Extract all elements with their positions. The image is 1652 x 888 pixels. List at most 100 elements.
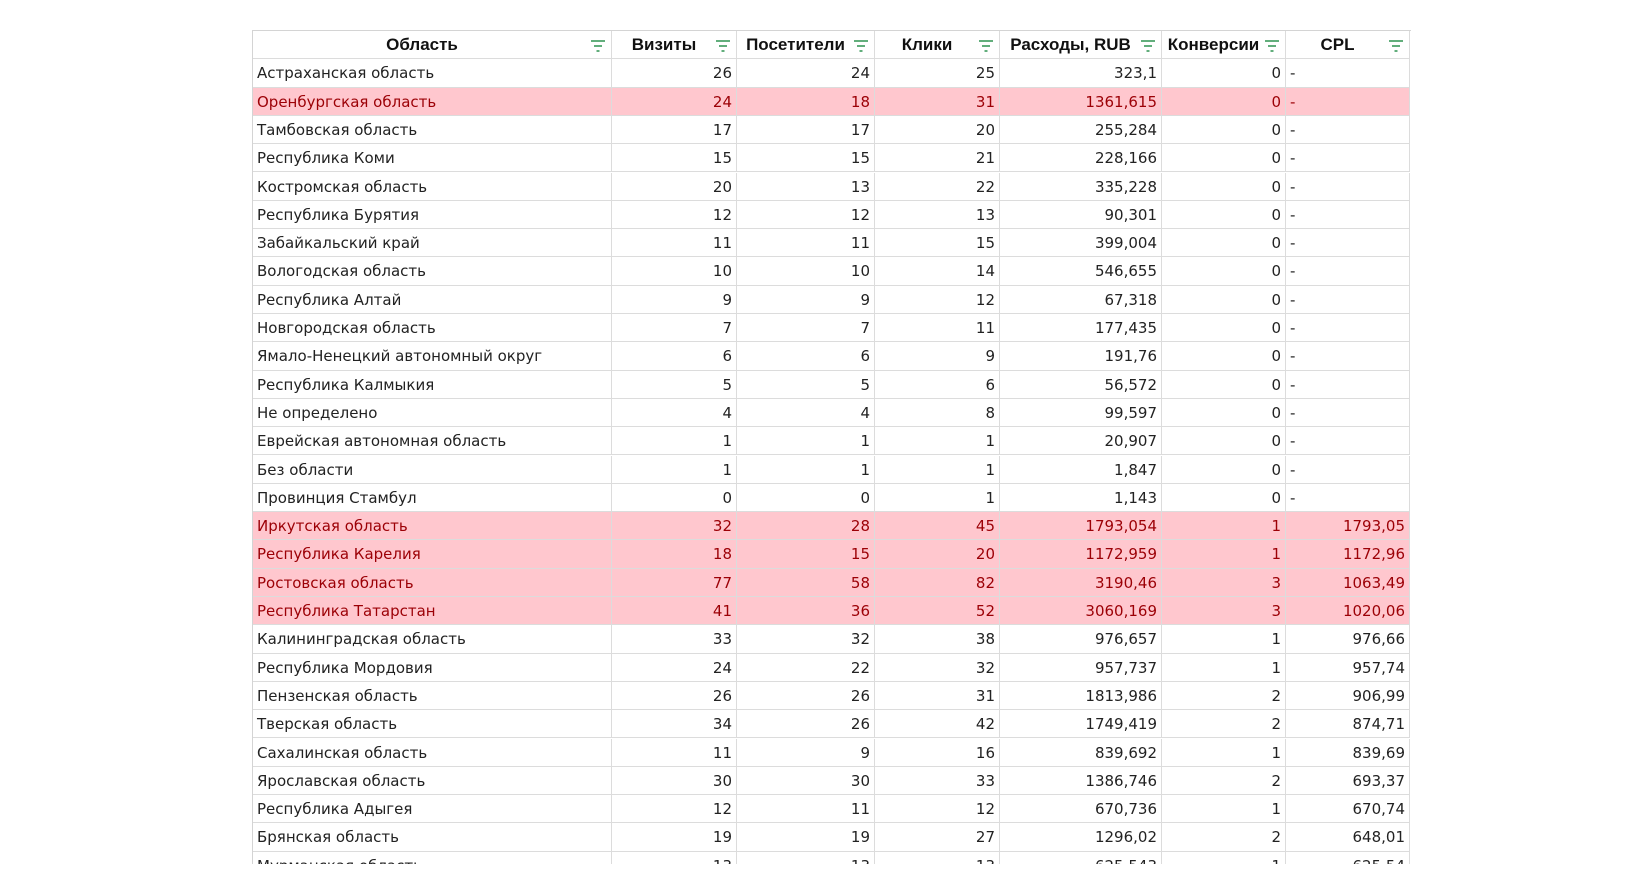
cell-text: Брянская область [257,828,399,847]
value-cell: - [1286,398,1410,428]
cell-text: 11 [850,800,870,819]
cell-text: 0 [1271,205,1281,224]
value-cell: 13 [875,200,1000,230]
cell-text: 13 [713,857,732,864]
value-cell: 399,004 [1000,229,1162,258]
value-cell: 27 [875,823,1000,852]
value-cell: 15 [737,540,875,569]
value-cell: - [1286,455,1410,484]
region-cell: Республика Адыгея [253,795,612,824]
value-cell: 0 [1162,370,1286,399]
column-header[interactable]: Посетители [737,31,875,60]
filter-icon[interactable] [854,40,868,52]
cell-text: 9 [860,290,870,309]
cell-text: - [1290,432,1296,451]
value-cell: 1 [1162,795,1286,824]
cell-text: 1172,96 [1342,545,1405,564]
cell-text: Республика Карелия [257,545,421,564]
cell-text: Тверская область [257,715,398,734]
value-cell: 31 [875,681,1000,711]
filter-icon[interactable] [591,40,605,52]
cell-text: Республика Адыгея [257,800,413,819]
column-header[interactable]: Клики [875,31,1000,60]
value-cell: 12 [737,200,875,230]
value-cell: 1063,49 [1286,568,1410,597]
cell-text: 42 [975,715,995,734]
column-header[interactable]: Область [253,31,612,60]
filter-icon[interactable] [716,40,730,52]
value-cell: 58 [737,568,875,597]
value-cell: 1,143 [1000,483,1162,513]
region-cell: Вологодская область [253,257,612,286]
value-cell: 1 [1162,738,1286,767]
cell-text: 1749,419 [1085,715,1157,734]
cell-text: 20 [712,177,732,196]
value-cell: 4 [737,398,875,428]
filter-icon[interactable] [1265,40,1279,52]
cell-text: Оренбургская область [257,92,437,111]
value-cell: 30 [737,766,875,796]
value-cell: 25 [875,59,1000,88]
value-cell: 26 [737,710,875,739]
value-cell: 228,166 [1000,144,1162,173]
cell-text: 0 [1271,403,1281,422]
value-cell: 3190,46 [1000,568,1162,597]
value-cell: 24 [612,87,737,116]
cell-text: 90,301 [1104,205,1158,224]
column-header[interactable]: Расходы, RUB [1000,31,1162,60]
value-cell: 0 [1162,314,1286,343]
cell-text: 3 [1271,602,1281,620]
cell-text: 52 [975,602,995,620]
spreadsheet-table: Область Визиты Посетители Клики Расходы, RUB… [252,30,1411,864]
cell-text: 1 [722,432,732,451]
region-cell: Забайкальский край [253,229,612,258]
cell-text: 0 [1271,375,1281,394]
cell-text: Ростовская область [257,573,414,592]
column-header[interactable]: CPL [1286,31,1410,60]
cell-text: 13 [851,857,870,864]
value-cell: 52 [875,597,1000,626]
value-cell: 18 [737,87,875,116]
value-cell: 957,737 [1000,653,1162,682]
cell-text: 15 [975,234,995,253]
value-cell: 3 [1162,568,1286,597]
value-cell: 648,01 [1286,823,1410,852]
value-cell: 11 [875,314,1000,343]
cell-text: 9 [860,743,870,762]
cell-text: 0 [1271,92,1281,111]
value-cell: 15 [612,144,737,173]
value-cell: 26 [737,681,875,711]
value-cell: 10 [612,257,737,286]
value-cell: 5 [612,370,737,399]
cell-text: 546,655 [1094,262,1157,281]
cell-text: Область [386,35,458,54]
cell-text: 957,737 [1094,658,1157,677]
value-cell: 2 [1162,766,1286,796]
cell-text: 670,736 [1094,800,1157,819]
value-cell: 906,99 [1286,681,1410,711]
filter-icon[interactable] [1141,40,1155,52]
value-cell: 28 [737,512,875,541]
value-cell: 17 [612,115,737,145]
value-cell: 30 [612,766,737,796]
cell-text: 12 [850,205,870,224]
value-cell: 12 [875,795,1000,824]
column-header[interactable]: Визиты [612,31,737,60]
filter-icon[interactable] [979,40,993,52]
cell-text: 33 [712,630,732,649]
cell-text: 12 [712,800,732,819]
value-cell: 1172,959 [1000,540,1162,569]
value-cell: 1 [737,427,875,456]
cell-text: Конверсии [1167,35,1260,54]
filter-icon[interactable] [1389,40,1403,52]
cell-text: 625,54 [1353,857,1406,864]
value-cell: 1 [1162,653,1286,682]
region-cell: Тверская область [253,710,612,739]
cell-text: 17 [850,120,870,139]
value-cell: 38 [875,625,1000,654]
cell-text: 24 [712,658,732,677]
value-cell: 0 [1162,342,1286,371]
column-header[interactable]: Конверсии [1162,31,1286,60]
cell-text: 22 [975,177,995,196]
cell-text: Вологодская область [257,262,426,281]
